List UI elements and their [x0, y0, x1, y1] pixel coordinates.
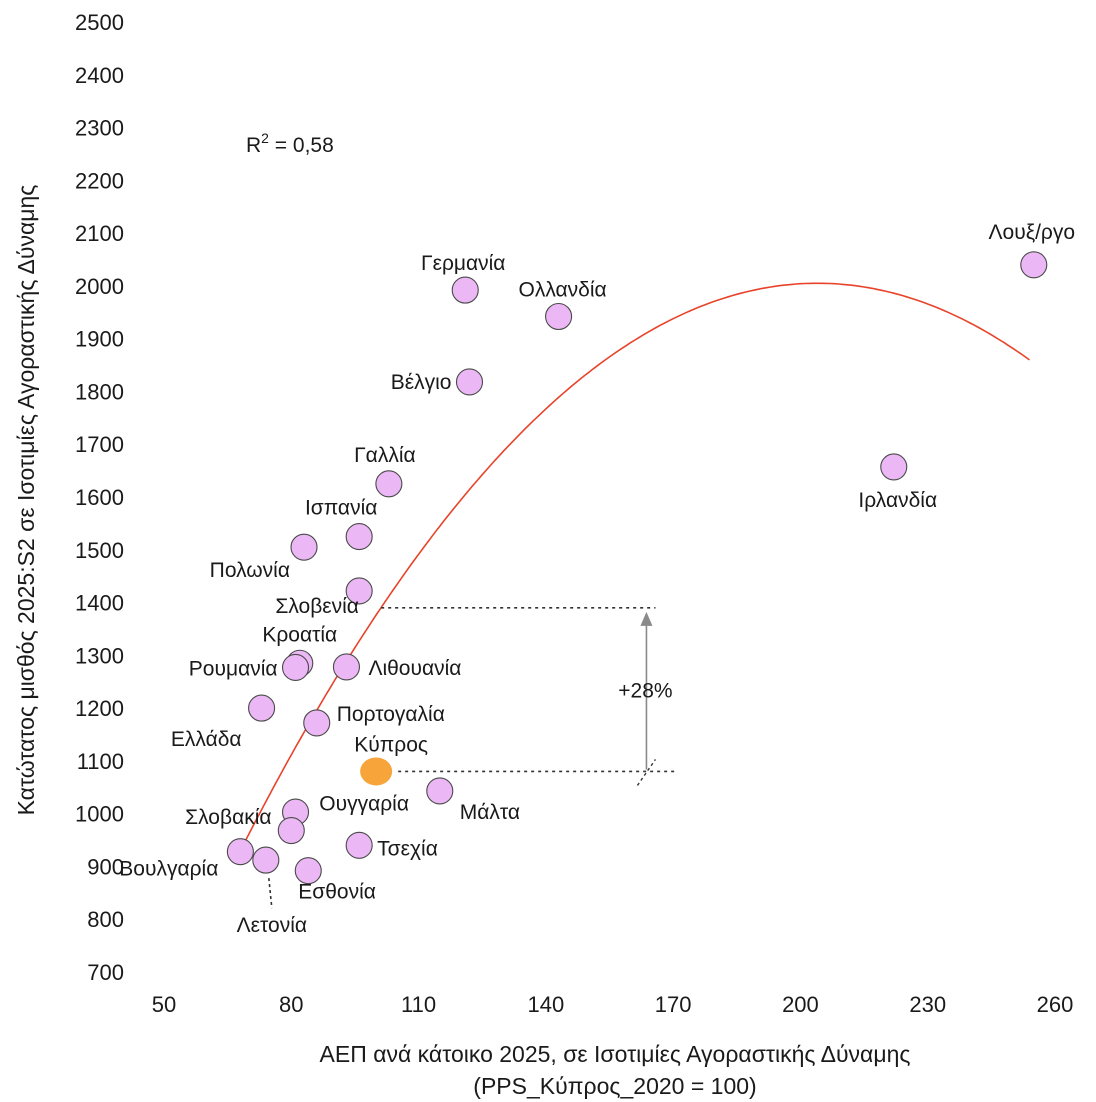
y-tick-label: 1000: [75, 802, 124, 827]
point-labels: Λουξ/ργο Γερμανία Ολλανδία Βέλγιο Ιρλανδία Γα…: [119, 221, 1075, 937]
y-tick-label: 2000: [75, 274, 124, 299]
y-tick-label: 1200: [75, 696, 124, 721]
data-point: [880, 453, 908, 481]
y-tick-label: 1700: [75, 432, 124, 457]
data-point: [545, 302, 573, 331]
y-tick-label: 1300: [75, 643, 124, 668]
data-point: [345, 831, 373, 859]
data-point: [455, 368, 484, 396]
point-label: Κροατία: [262, 623, 337, 646]
point-label: Πορτογαλία: [337, 703, 445, 726]
y-tick-label: 2200: [75, 168, 124, 193]
y-tick-label: 1400: [75, 591, 124, 616]
point-label: Πολωνία: [210, 559, 290, 582]
point-label: Γαλλία: [354, 444, 416, 467]
point-label: Σλοβακία: [185, 806, 271, 829]
x-tick-label: 170: [655, 992, 692, 1017]
x-tick-label: 50: [152, 992, 176, 1017]
data-point: [281, 653, 310, 682]
x-tick-label: 110: [401, 992, 436, 1017]
data-point: [252, 846, 280, 874]
y-tick-label: 2300: [75, 116, 124, 141]
gap-annotation: +28%: [381, 607, 676, 786]
data-point: [277, 817, 305, 845]
y-tick-label: 1800: [75, 379, 124, 404]
y-tick-label: 900: [87, 854, 124, 879]
y-axis-ticks: 700 800 900 1000 1100 1200 1300 1400 1500 1600 170…: [75, 10, 124, 985]
y-tick-label: 2400: [75, 63, 124, 88]
point-label: Ουγγαρία: [319, 793, 409, 816]
data-point: [332, 653, 360, 681]
data-point: [226, 838, 254, 866]
data-point-highlight: [360, 757, 393, 786]
point-label: Ιρλανδία: [858, 489, 937, 512]
data-point: [451, 276, 479, 304]
point-label: Ελλάδα: [171, 728, 242, 751]
data-point: [426, 777, 454, 805]
point-label: Γερμανία: [421, 252, 505, 275]
x-axis-title-line-1: ΑΕΠ ανά κάτοικο 2025, σε Ισοτιμίες Αγορα…: [320, 1041, 911, 1067]
y-tick-label: 1900: [75, 327, 124, 352]
data-point: [1020, 251, 1048, 279]
point-label: Βέλγιο: [391, 371, 452, 394]
x-tick-label: 140: [527, 992, 564, 1017]
data-point: [294, 857, 322, 885]
point-label: Τσεχία: [377, 837, 438, 860]
point-label: Σλοβενία: [275, 595, 359, 618]
point-label: Εσθονία: [298, 881, 376, 904]
y-tick-label: 1600: [75, 485, 124, 510]
x-tick-label: 200: [782, 992, 819, 1017]
point-label: Λετονία: [237, 914, 307, 937]
y-tick-label: 700: [87, 960, 124, 985]
data-point: [303, 709, 331, 737]
point-label: Λουξ/ργο: [989, 221, 1076, 244]
data-point: [290, 533, 318, 561]
data-point: [345, 523, 373, 551]
y-axis-title: Κατώτατος μισθός 2025:S2 σε Ισοτιμίες Αγ…: [13, 185, 39, 816]
trend-line: [239, 282, 1030, 851]
point-label: Ισπανία: [305, 497, 377, 520]
x-tick-label: 230: [909, 992, 946, 1017]
point-label: Κύπρος: [354, 733, 428, 756]
latvia-leader-line: [268, 878, 273, 909]
y-tick-label: 1500: [75, 538, 124, 563]
data-points: [226, 251, 1048, 885]
point-label: Ολλανδία: [519, 279, 607, 302]
point-label: Βουλγαρία: [119, 858, 218, 881]
y-tick-label: 2500: [75, 10, 124, 35]
r-squared-label: R2 = 0,58: [246, 130, 334, 157]
point-label: Ρουμανία: [189, 657, 278, 680]
x-axis-title-line-2: (PPS_Κύπρος_2020 = 100): [473, 1073, 756, 1099]
annotation-label: +28%: [618, 679, 672, 702]
annotation-slash-mark: [636, 759, 657, 786]
y-tick-label: 1100: [77, 749, 124, 774]
y-tick-label: 2100: [75, 221, 124, 246]
y-tick-label: 800: [87, 907, 124, 932]
annotation-arrowhead: [640, 611, 653, 626]
data-point: [248, 694, 276, 722]
x-axis-ticks: 50 80 110 140 170 200 230 260: [152, 992, 1074, 1017]
data-point: [375, 470, 403, 498]
data-point: [345, 577, 373, 605]
x-tick-label: 260: [1037, 992, 1074, 1017]
x-tick-label: 80: [279, 992, 303, 1017]
point-label: Μάλτα: [460, 801, 520, 824]
point-label: Λιθουανία: [368, 657, 461, 680]
